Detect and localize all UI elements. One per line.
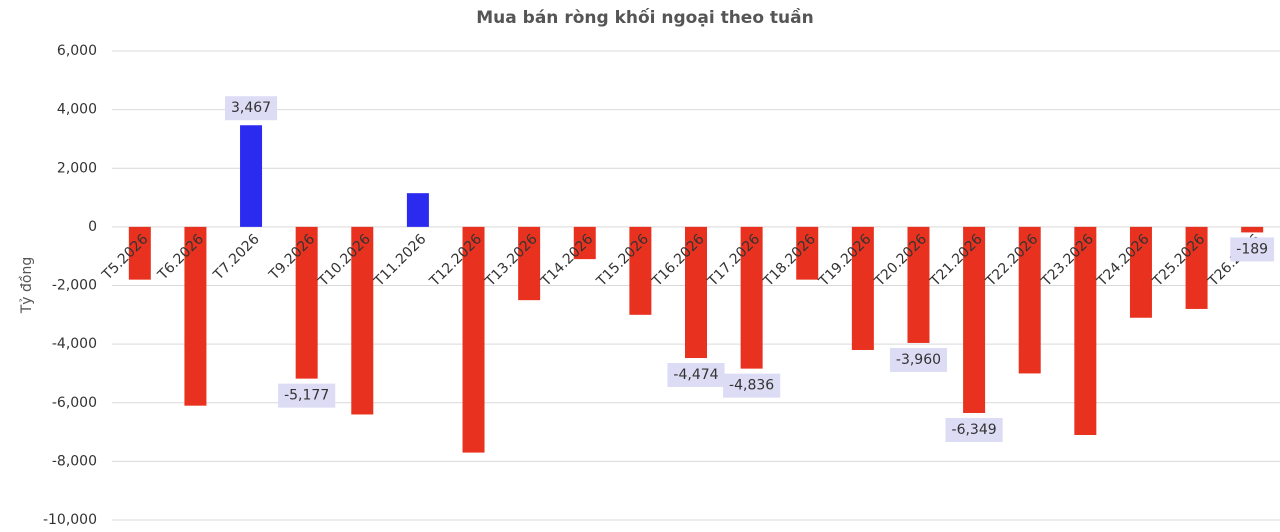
value-label-box [945, 417, 1003, 442]
y-tick-label: -8,000 [52, 453, 97, 469]
value-label: -189 [1236, 241, 1268, 257]
value-label: 3,467 [231, 100, 271, 116]
y-tick-label: 2,000 [57, 160, 97, 176]
value-label: -4,836 [729, 378, 774, 394]
bar [796, 226, 819, 280]
value-label: -4,474 [673, 367, 718, 383]
bar [295, 226, 318, 379]
bar [240, 125, 263, 227]
bar [351, 226, 374, 415]
bar [1241, 226, 1264, 233]
bar [1185, 226, 1208, 309]
value-label-box [667, 363, 725, 388]
bar [462, 226, 485, 453]
bar [406, 193, 429, 227]
y-tick-label: 6,000 [57, 43, 97, 59]
bar [685, 226, 707, 359]
value-label: -5,177 [284, 388, 329, 404]
bar [851, 226, 874, 350]
bar [629, 226, 652, 315]
bar [740, 226, 763, 369]
bar [573, 226, 596, 260]
bar [963, 226, 986, 413]
bars [128, 125, 1264, 453]
bar [1129, 226, 1152, 318]
y-tick-label: -2,000 [52, 278, 97, 294]
x-tick-label: T11.2026 [371, 231, 430, 290]
y-tick-label: 0 [88, 219, 97, 235]
value-label-box [723, 373, 781, 398]
bar [128, 226, 151, 280]
value-label-box [225, 96, 278, 121]
y-tick-label: -6,000 [52, 395, 97, 411]
y-tick-label: -10,000 [43, 512, 97, 528]
y-tick-label: 4,000 [57, 102, 97, 118]
y-axis-label: Tỷ đồng [18, 257, 35, 315]
bar [907, 226, 930, 343]
x-tick-label: T7.2026 [210, 231, 263, 284]
chart-title: Mua bán ròng khối ngoại theo tuần [476, 7, 814, 28]
value-label: -6,349 [952, 422, 997, 438]
value-label: -3,960 [896, 352, 941, 368]
value-label-box [889, 347, 948, 372]
bar [1018, 226, 1041, 374]
bar [1074, 226, 1097, 435]
y-tick-label: -4,000 [52, 336, 97, 352]
bar [518, 226, 541, 301]
value-label-box [1230, 237, 1275, 262]
bar [184, 226, 207, 406]
value-label-box [278, 383, 336, 408]
value-labels: 3,467 -5,177 -4,474 -4,836 -3,960 -6,349 -189 [225, 96, 1275, 442]
x-tick-label: T14.2026 [537, 231, 596, 290]
